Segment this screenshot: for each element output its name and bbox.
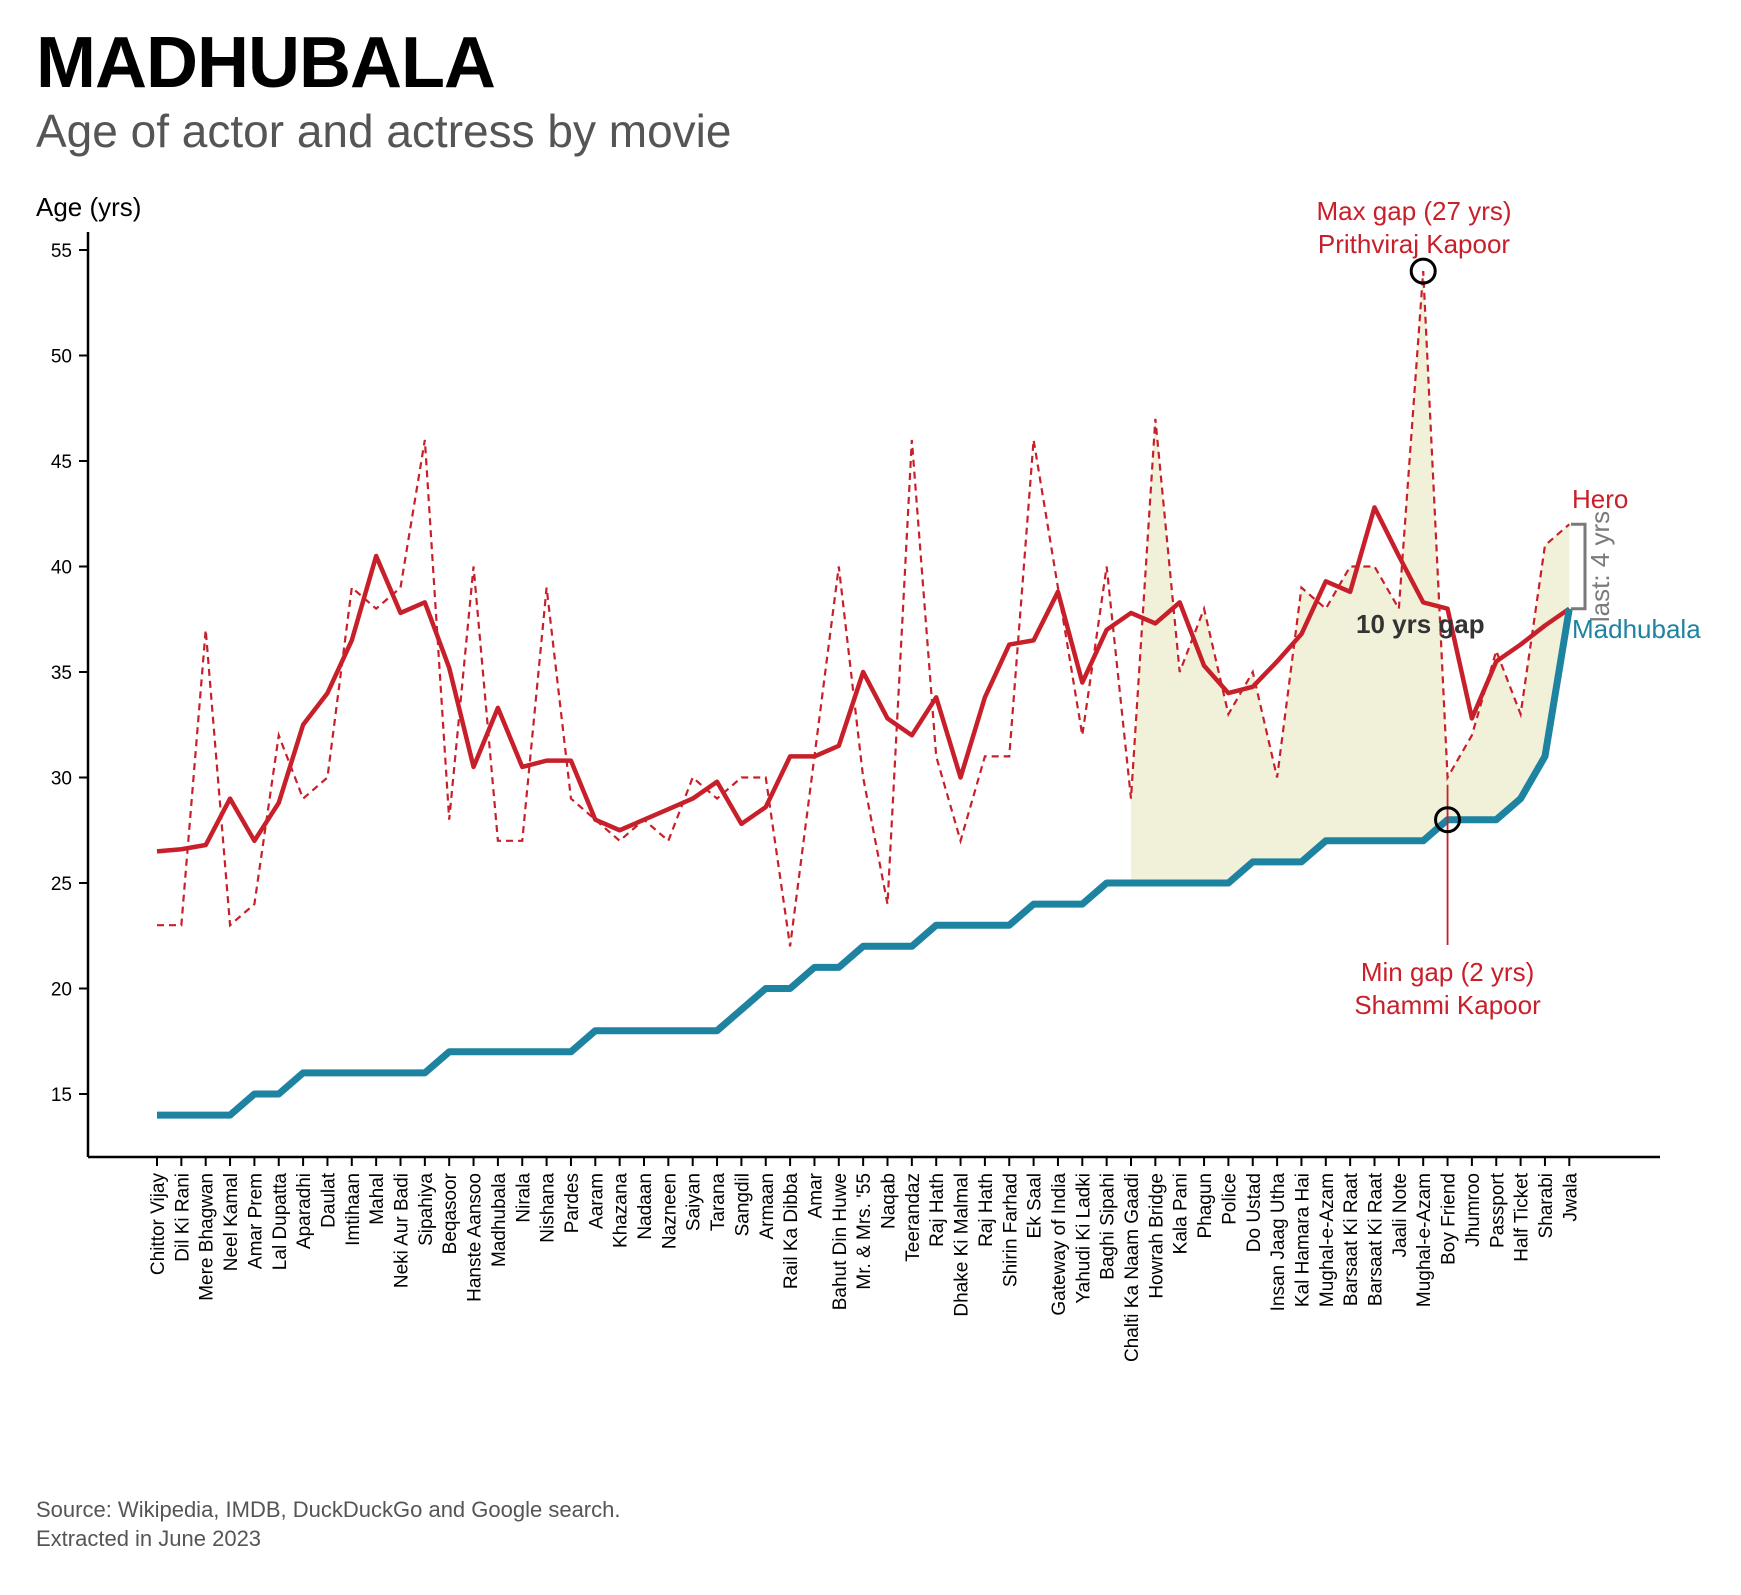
- y-tick-label: 40: [51, 558, 72, 579]
- x-tick-label: Madhubala: [489, 1173, 510, 1267]
- x-tick-label: Mr. & Mrs. '55: [854, 1173, 875, 1290]
- x-tick-label: Half Ticket: [1512, 1172, 1533, 1261]
- max-gap-label: Prithviraj Kapoor: [1318, 229, 1511, 259]
- x-tick-label: Aaram: [586, 1173, 607, 1229]
- x-tick-label: Sipahiya: [416, 1173, 437, 1246]
- min-gap-label: Shammi Kapoor: [1354, 990, 1541, 1020]
- age-gap-shaded-area: [1131, 271, 1570, 884]
- max-gap-marker: [1409, 257, 1437, 285]
- y-tick-label: 30: [51, 769, 72, 790]
- x-tick-label: Aparadhi: [294, 1173, 315, 1249]
- x-tick-label: Amar: [805, 1172, 826, 1218]
- x-tick-label: Mahal: [367, 1173, 388, 1225]
- y-tick-label: 35: [51, 663, 72, 684]
- x-tick-label: Mughal-e-Azam: [1317, 1173, 1338, 1307]
- x-tick-label: Chittor Vijay: [148, 1173, 169, 1276]
- min-gap-marker: [1434, 806, 1462, 834]
- x-tick-label: Chalti Ka Naam Gaadi: [1122, 1173, 1143, 1362]
- x-tick-label: Pardes: [562, 1173, 583, 1233]
- y-tick-label: 45: [51, 452, 72, 473]
- chart-subtitle: Age of actor and actress by movie: [36, 105, 732, 157]
- madhubala-series-label: Madhubala: [1572, 614, 1701, 644]
- x-tick-label: Raj Hath: [927, 1173, 948, 1247]
- x-tick-label: Armaan: [757, 1173, 778, 1240]
- min-gap-label: Min gap (2 yrs): [1361, 957, 1534, 987]
- x-tick-label: Yahudi Ki Ladki: [1073, 1173, 1094, 1304]
- x-tick-label: Saiyan: [684, 1173, 705, 1231]
- last-gap-bracket: [1571, 522, 1587, 611]
- x-tick-label: Lal Dupatta: [270, 1173, 291, 1271]
- x-tick-label: Rail Ka Dibba: [781, 1173, 802, 1290]
- x-tick-label: Phagun: [1195, 1173, 1216, 1239]
- x-tick-label: Imtihaan: [343, 1173, 364, 1246]
- x-tick-label: Mughal-e-Azam: [1414, 1173, 1435, 1307]
- x-tick-label: Raj Hath: [976, 1173, 997, 1247]
- x-tick-label: Naqab: [879, 1173, 900, 1229]
- x-tick-label: Mere Bhagwan: [197, 1173, 218, 1301]
- chart-title: MADHUBALA: [36, 23, 496, 103]
- extraction-date: Extracted in June 2023: [36, 1526, 262, 1551]
- source-note: Source: Wikipedia, IMDB, DuckDuckGo and …: [36, 1495, 620, 1553]
- x-tick-label: Nirala: [513, 1173, 534, 1223]
- madhubala-age-line: [157, 608, 1573, 1119]
- y-tick-label: 20: [51, 980, 72, 1001]
- y-tick-label: 55: [51, 241, 72, 262]
- last-gap-label: last: 4 yrs: [1585, 511, 1615, 622]
- x-tick-label: Passport: [1487, 1172, 1508, 1248]
- x-tick-label: Jwala: [1560, 1173, 1581, 1222]
- series-group: [156, 271, 1573, 1119]
- x-tick-label: Dil Ki Rani: [172, 1173, 193, 1262]
- x-tick-label: Kala Pani: [1171, 1173, 1192, 1254]
- x-tick-label: Barsaat Ki Raat: [1341, 1172, 1362, 1306]
- x-axis-ticks: Chittor Vijay Dil Ki Rani Mere Bhagwan Neel…: [148, 1157, 1581, 1362]
- x-tick-label: Neki Aur Badi: [392, 1173, 413, 1288]
- x-tick-label: Nazneen: [659, 1173, 680, 1249]
- x-tick-label: Daulat: [318, 1172, 339, 1228]
- x-tick-label: Boy Friend: [1439, 1173, 1460, 1265]
- x-tick-label: Sangdil: [732, 1173, 753, 1236]
- y-tick-label: 15: [51, 1085, 72, 1106]
- x-tick-label: Shirin Farhad: [1000, 1173, 1021, 1287]
- age-gap-area: [1131, 271, 1570, 884]
- y-axis-ticks: 15 20 25 30 35 40 45 50 55: [51, 241, 88, 1106]
- x-tick-label: Do Ustad: [1244, 1173, 1265, 1252]
- average-gap-label: 10 yrs gap: [1356, 609, 1485, 639]
- x-tick-label: Neel Kamal: [221, 1173, 242, 1271]
- x-tick-label: Teerandaz: [903, 1173, 924, 1262]
- annotations: Max gap (27 yrs)Prithviraj Kapoor Min gap…: [1316, 196, 1701, 1020]
- x-tick-label: Dhake Ki Malmal: [952, 1173, 973, 1317]
- x-tick-label: Kal Hamara Hai: [1292, 1173, 1313, 1307]
- source-line: Source: Wikipedia, IMDB, DuckDuckGo and …: [36, 1497, 621, 1522]
- x-tick-label: Howrah Bridge: [1146, 1173, 1167, 1299]
- x-tick-label: Ek Saal: [1025, 1173, 1046, 1238]
- x-tick-label: Sharabi: [1536, 1173, 1557, 1239]
- x-tick-label: Jhumroo: [1463, 1173, 1484, 1247]
- x-tick-label: Baghi Sipahi: [1098, 1173, 1119, 1280]
- x-tick-label: Bahut Din Huwe: [830, 1173, 851, 1310]
- x-tick-label: Tarana: [708, 1173, 729, 1232]
- x-tick-label: Insan Jaag Utha: [1268, 1173, 1289, 1312]
- x-tick-label: Beqasoor: [440, 1172, 461, 1254]
- x-tick-label: Jaali Note: [1390, 1173, 1411, 1258]
- hero-series-label: Hero: [1572, 484, 1628, 514]
- hero-age-average-line: [156, 505, 1571, 854]
- x-tick-label: Police: [1219, 1173, 1240, 1225]
- x-tick-label: Amar Prem: [245, 1173, 266, 1269]
- y-tick-label: 25: [51, 874, 72, 895]
- x-tick-label: Hanste Aansoo: [465, 1173, 486, 1302]
- max-gap-label: Max gap (27 yrs): [1316, 196, 1511, 226]
- x-tick-label: Barsaat Ki Raat: [1366, 1172, 1387, 1306]
- y-tick-label: 50: [51, 347, 72, 368]
- x-tick-label: Nadaan: [635, 1173, 656, 1240]
- y-axis-label: Age (yrs): [36, 192, 141, 222]
- x-tick-label: Khazana: [611, 1173, 632, 1248]
- x-tick-label: Gateway of India: [1049, 1173, 1070, 1316]
- x-tick-label: Nishana: [538, 1173, 559, 1243]
